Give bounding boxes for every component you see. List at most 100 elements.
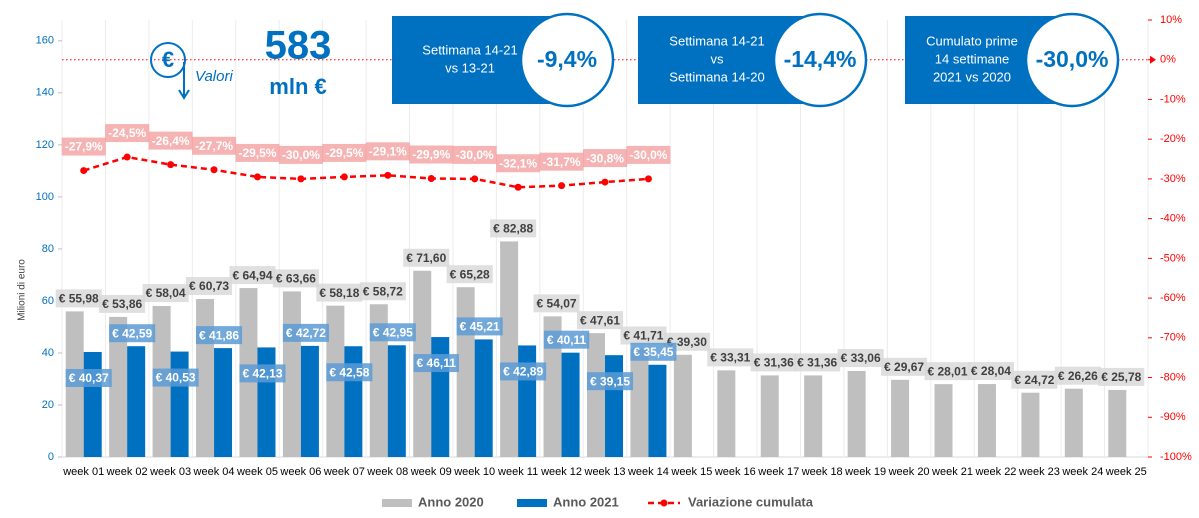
line-point <box>123 153 131 161</box>
line-label-text: -32,1% <box>499 156 537 170</box>
bar-label-bg <box>576 311 624 330</box>
bar-label: € 42,59 <box>109 324 156 343</box>
bar <box>561 352 580 457</box>
bar-label-bg <box>152 368 199 387</box>
bar <box>369 304 388 457</box>
y-tick-label: 0 <box>48 451 54 463</box>
bar <box>196 299 215 457</box>
x-tick-label: week 09 <box>410 466 452 478</box>
y2-tick-label: -90% <box>1160 411 1186 423</box>
y2-tick-label: 0% <box>1160 54 1176 66</box>
y2-tick-label: 10% <box>1160 14 1182 26</box>
y-tick-label: 140 <box>36 87 54 99</box>
line-label: -26,4% <box>148 131 193 150</box>
summary-box-text: Cumulato prime <box>926 33 1018 48</box>
x-tick-label: week 08 <box>366 466 408 478</box>
bar-label-bg <box>326 363 373 382</box>
bar-label-text: € 58,72 <box>363 284 403 298</box>
bar <box>1021 392 1040 457</box>
line-point <box>210 166 218 174</box>
bar <box>804 375 823 457</box>
summary-box-text: 14 settimane <box>935 51 1009 66</box>
x-tick-label: week 18 <box>801 466 843 478</box>
summary-circle <box>772 12 868 108</box>
bar-label: € 42,72 <box>282 323 329 342</box>
total-unit: mln € <box>269 74 326 99</box>
bar <box>127 346 146 457</box>
line-point <box>558 182 566 190</box>
bar-label-bg <box>620 326 667 345</box>
bar-label-text: € 64,94 <box>232 268 272 282</box>
bar <box>648 364 667 457</box>
line-label: -30,0% <box>626 145 671 164</box>
bar-label-bg <box>369 323 416 342</box>
bar-label-bg <box>65 368 112 387</box>
line-label-text: -30,8% <box>586 151 624 165</box>
bar-label: € 58,04 <box>142 284 189 303</box>
line-point <box>167 161 175 169</box>
bar <box>257 347 276 457</box>
line-label-text: -31,7% <box>543 155 581 169</box>
bar <box>717 370 736 457</box>
total: 583 <box>265 24 332 68</box>
bar <box>170 351 189 457</box>
bar-label: € 39,15 <box>586 372 634 391</box>
line-point <box>297 175 305 183</box>
legend-label: Variazione cumulata <box>688 494 814 509</box>
bar-label-bg <box>413 354 459 373</box>
bar-label-text: € 33,06 <box>841 351 881 365</box>
bar-label-bg <box>490 219 537 238</box>
line-label: -29,5% <box>235 143 280 162</box>
x-tick-label: week 19 <box>844 466 886 478</box>
summary-circle <box>1024 12 1120 108</box>
line-label: -27,9% <box>61 137 106 156</box>
x-tick-label: week 12 <box>540 466 582 478</box>
y2-tick-label: -30% <box>1160 173 1186 185</box>
bar-label-bg <box>630 342 677 361</box>
bar-label-text: € 40,53 <box>156 371 196 385</box>
line-label-text: -26,4% <box>152 134 190 148</box>
line-label-text: -24,5% <box>108 126 146 140</box>
bar-label-text: € 25,78 <box>1101 370 1141 384</box>
bar-label-bg <box>316 283 363 302</box>
y-tick-label: 120 <box>36 139 54 151</box>
bar <box>630 348 649 457</box>
bar-label-bg <box>967 362 1014 381</box>
bar-label-text: € 42,13 <box>242 367 282 381</box>
y-axis-label: Milioni di euro <box>17 259 28 321</box>
line-label-text: -29,1% <box>369 145 407 159</box>
bar-label-bg <box>1011 370 1058 389</box>
bar-label: € 33,06 <box>837 349 884 368</box>
zero-arrow <box>1150 55 1156 64</box>
line-point <box>514 183 522 191</box>
bar-label-bg <box>707 348 754 367</box>
bar-label-text: € 55,98 <box>59 292 99 306</box>
line-label: -29,1% <box>365 142 410 161</box>
x-tick-label: week 22 <box>974 466 1016 478</box>
bar <box>518 345 537 457</box>
line-label-bg <box>452 145 497 164</box>
bar-label-bg <box>186 277 233 296</box>
line-point <box>80 167 88 175</box>
bar-label-text: € 42,59 <box>112 326 152 340</box>
bar-label-bg <box>837 349 884 368</box>
line-label-bg <box>582 149 628 168</box>
y2-tick-label: -70% <box>1160 332 1186 344</box>
bar-label-bg <box>403 248 450 267</box>
line-label-text: -30,0% <box>629 148 667 162</box>
line-label-text: -27,7% <box>195 139 233 153</box>
bar-label: € 25,78 <box>1098 367 1145 386</box>
line-label: -30,0% <box>452 145 497 164</box>
bar-label: € 31,36 <box>750 353 797 372</box>
bar-label-text: € 46,11 <box>417 356 457 370</box>
line-label-text: -30,0% <box>282 148 320 162</box>
y2-tick-label: -20% <box>1160 133 1186 145</box>
bar-label-bg <box>272 269 319 288</box>
bar-label: € 31,36 <box>794 353 841 372</box>
line-label-bg <box>626 145 671 164</box>
x-tick-label: week 15 <box>670 466 712 478</box>
x-tick-label: week 02 <box>106 466 148 478</box>
bar-label: € 41,71 <box>620 326 667 345</box>
x-tick-label: week 20 <box>888 466 930 478</box>
line <box>83 155 649 189</box>
